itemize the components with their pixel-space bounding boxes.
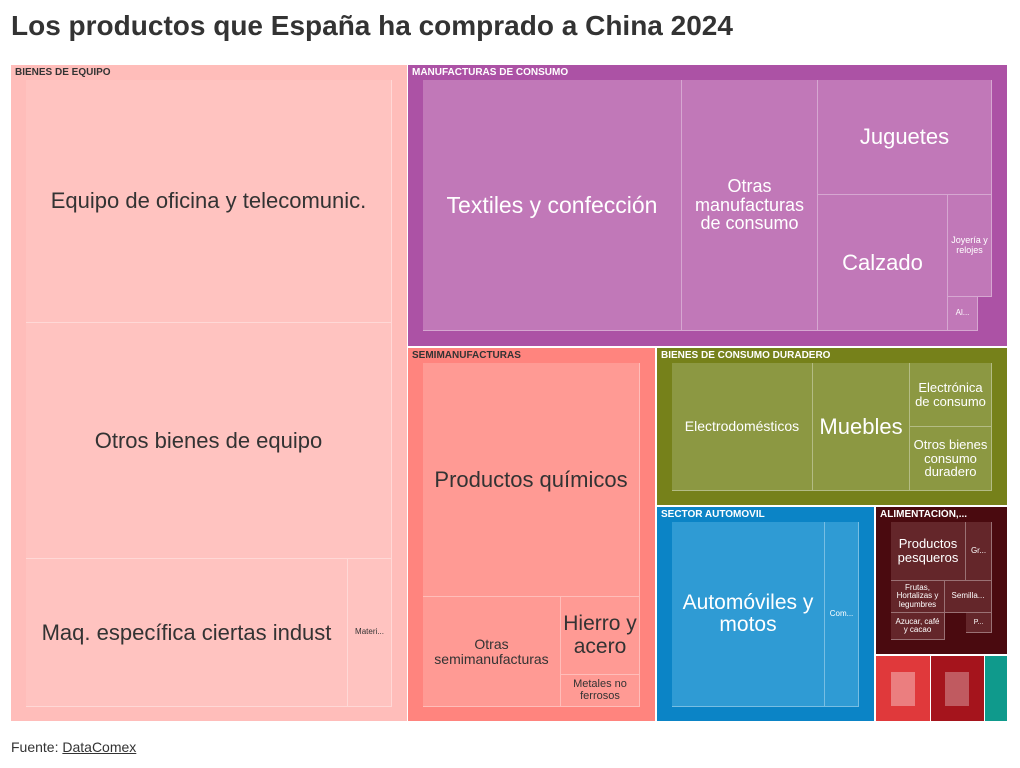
tile-label: Automóviles y motos bbox=[682, 590, 814, 636]
tile-al[interactable]: Al... bbox=[948, 297, 978, 331]
tile-otros-bienes-de-equipo[interactable]: Otros bienes de equipo bbox=[26, 323, 392, 559]
tile-juguetes[interactable]: Juguetes bbox=[818, 80, 992, 195]
tile-label: Otras manufacturas de consumo bbox=[694, 175, 805, 234]
group-manufacturas-de-consumo[interactable]: MANUFACTURAS DE CONSUMO Textiles y confec… bbox=[408, 65, 1008, 347]
tile-label: Otros bienes de equipo bbox=[94, 427, 323, 453]
tile-muebles[interactable]: Muebles bbox=[813, 363, 910, 491]
tile-gr[interactable]: Gr... bbox=[966, 522, 992, 581]
tile-semilla[interactable]: Semilla... bbox=[945, 581, 992, 613]
tile-automoviles-y-motos[interactable]: Automóviles y motos bbox=[672, 522, 825, 707]
group-alimentacion[interactable]: ALIMENTACIÓN,... Productos pesqueros Gr...… bbox=[876, 507, 1008, 655]
tile-electronica-de-consumo[interactable]: Electrónica de consumo bbox=[910, 363, 992, 427]
tile-otros-bienes-consumo-duradero[interactable]: Otros bienes consumo duradero bbox=[910, 427, 992, 491]
tile-maq-especifica-ciertas-indust[interactable]: Maq. específica ciertas indust bbox=[26, 559, 348, 707]
group-label: SEMIMANUFACTURAS bbox=[412, 350, 521, 361]
tile-label: Otras semimanufacturas bbox=[434, 635, 549, 667]
tile-label: Electrónica de consumo bbox=[915, 379, 986, 409]
tile-otras-manufacturas-de-consumo[interactable]: Otras manufacturas de consumo bbox=[682, 80, 818, 331]
group-sector-automovil[interactable]: SECTOR AUTOMOVIL Automóviles y motos Com..… bbox=[657, 507, 875, 722]
small-tile[interactable] bbox=[891, 672, 915, 706]
tile-label: Muebles bbox=[819, 413, 903, 439]
group-item[interactable] bbox=[931, 656, 985, 722]
tile-label: Gr... bbox=[970, 545, 987, 555]
tile-p[interactable]: P... bbox=[966, 613, 992, 633]
tile-label: Materi... bbox=[355, 627, 384, 637]
tile-label: Calzado bbox=[842, 249, 923, 275]
tile-hierro-y-acero[interactable]: Hierro y acero bbox=[561, 597, 640, 675]
group-semimanufacturas[interactable]: SEMIMANUFACTURAS Productos químicos Otras … bbox=[408, 348, 656, 722]
group-label: SECTOR AUTOMOVIL bbox=[661, 509, 765, 520]
tile-label: Maq. específica ciertas indust bbox=[41, 619, 332, 645]
source-link[interactable]: DataComex bbox=[62, 739, 137, 755]
group-bienes-de-equipo[interactable]: BIENES DE EQUIPO Equipo de oficina y tele… bbox=[11, 65, 408, 722]
chart-title: Los productos que España ha comprado a C… bbox=[11, 10, 733, 41]
tile-label: Com... bbox=[829, 608, 854, 618]
tile-joyeria-y-relojes[interactable]: Joyería y relojes bbox=[948, 195, 992, 297]
tile-label: Hierro y acero bbox=[563, 612, 637, 658]
tile-com[interactable]: Com... bbox=[825, 522, 859, 707]
tile-metales-no-ferrosos[interactable]: Metales no ferrosos bbox=[561, 675, 640, 707]
tile-label: Azucar, café y cacao bbox=[895, 616, 940, 634]
tile-frutas-hortalizas-y-legumbres[interactable]: Frutas, Hortalizas y legumbres bbox=[891, 581, 945, 613]
small-tile[interactable] bbox=[945, 672, 969, 706]
tile-label: Metales no ferrosos bbox=[573, 677, 627, 702]
tile-label: Semilla... bbox=[951, 591, 985, 601]
tile-calzado[interactable]: Calzado bbox=[818, 195, 948, 331]
tile-otras-semimanufacturas[interactable]: Otras semimanufacturas bbox=[423, 597, 561, 707]
tile-azucar-cafe-y-cacao[interactable]: Azucar, café y cacao bbox=[891, 613, 945, 640]
tile-electrodomesticos[interactable]: Electrodomésticos bbox=[672, 363, 813, 491]
source-prefix: Fuente: bbox=[11, 739, 63, 755]
tile-productos-quimicos[interactable]: Productos químicos bbox=[423, 363, 640, 597]
tile-label: Productos pesqueros bbox=[897, 536, 959, 565]
tile-label: P... bbox=[973, 618, 984, 626]
tile-equipo-de-oficina-y-telecomunic[interactable]: Equipo de oficina y telecomunic. bbox=[26, 80, 392, 323]
tile-label: Otros bienes consumo duradero bbox=[913, 437, 988, 480]
group-label: MANUFACTURAS DE CONSUMO bbox=[412, 67, 569, 78]
group-bienes-de-consumo-duradero[interactable]: BIENES DE CONSUMO DURADERO Electrodomésti… bbox=[657, 348, 1008, 506]
source-footer: Fuente: DataComex bbox=[11, 739, 136, 755]
tile-label: Equipo de oficina y telecomunic. bbox=[50, 188, 367, 214]
tile-label: Joyería y relojes bbox=[951, 235, 988, 255]
group-label: ALIMENTACIÓN,... bbox=[880, 509, 968, 520]
tile-label: Electrodomésticos bbox=[684, 418, 800, 435]
tile-label: Textiles y confección bbox=[446, 191, 658, 218]
group-label: BIENES DE CONSUMO DURADERO bbox=[661, 350, 831, 361]
group-item[interactable] bbox=[876, 656, 931, 722]
tile-productos-pesqueros[interactable]: Productos pesqueros bbox=[891, 522, 966, 581]
tile-materi[interactable]: Materi... bbox=[348, 559, 392, 707]
tile-label: Productos químicos bbox=[434, 466, 628, 492]
tile-label: Juguetes bbox=[859, 124, 950, 150]
group-item[interactable] bbox=[985, 656, 1008, 722]
group-label: BIENES DE EQUIPO bbox=[15, 67, 111, 78]
tile-textiles-y-confeccion[interactable]: Textiles y confección bbox=[423, 80, 682, 331]
tile-label: Al... bbox=[955, 308, 970, 318]
tile-label: Frutas, Hortalizas y legumbres bbox=[896, 582, 939, 609]
